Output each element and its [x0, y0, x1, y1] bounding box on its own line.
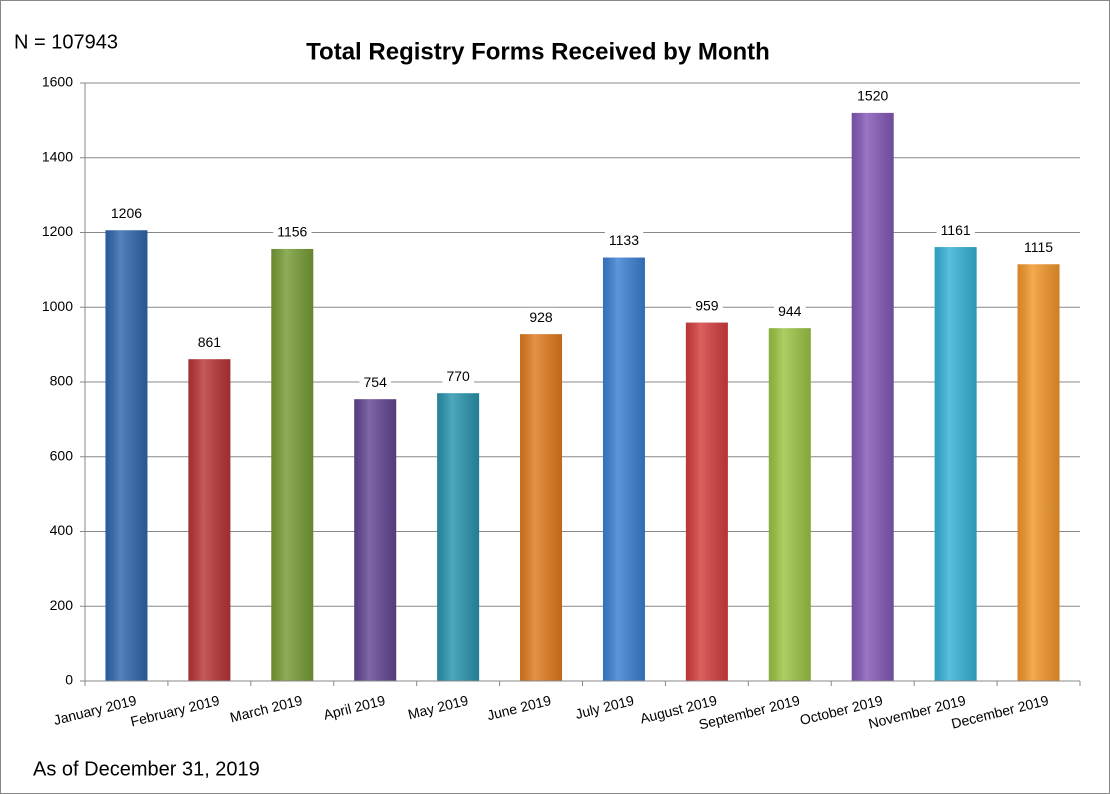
bar-shading	[602, 257, 645, 681]
y-tick-label: 800	[50, 373, 74, 389]
bar-shading	[934, 247, 977, 682]
annotation: As of December 31, 2019	[33, 758, 260, 780]
data-label-background	[273, 222, 312, 241]
bar-shading	[851, 112, 894, 681]
data-label-background	[604, 231, 644, 250]
data-label: 928	[529, 309, 553, 325]
bar-shading	[1017, 264, 1060, 681]
data-label: 754	[364, 374, 388, 390]
bar-shading	[768, 328, 811, 681]
data-label: 1133	[609, 232, 639, 248]
data-label: 1520	[857, 88, 888, 104]
data-label-background	[525, 307, 557, 326]
y-tick-label: 1200	[42, 223, 73, 239]
y-tick-label: 0	[65, 672, 73, 688]
data-label-background	[1020, 237, 1058, 256]
bar-shading	[354, 399, 397, 681]
data-label-background	[359, 372, 392, 391]
data-label: 1206	[111, 205, 142, 221]
data-label: 861	[198, 334, 222, 350]
data-label-background	[691, 296, 723, 315]
y-tick-label: 1000	[42, 298, 73, 314]
y-tick-label: 1600	[42, 74, 73, 90]
data-label-background	[442, 366, 475, 385]
bar-shading	[105, 230, 148, 681]
data-label: 1161	[941, 222, 971, 238]
data-label-background	[193, 332, 226, 351]
y-tick-label: 600	[50, 447, 74, 463]
bar-shading	[271, 248, 314, 681]
y-tick-label: 400	[50, 522, 74, 538]
data-label-background	[106, 203, 147, 222]
bar-shading	[437, 393, 480, 681]
y-tick-label: 1400	[42, 148, 73, 164]
chart-title: Total Registry Forms Received by Month	[306, 38, 770, 65]
data-label: 959	[695, 297, 719, 313]
y-tick-label: 200	[50, 597, 74, 613]
data-label-background	[853, 86, 893, 105]
data-label-background	[936, 220, 975, 239]
bar-shading	[520, 334, 563, 681]
data-label: 944	[778, 303, 802, 319]
data-label: 1156	[277, 224, 307, 240]
bar-shading	[188, 359, 231, 681]
data-label: 1115	[1024, 239, 1053, 255]
data-label-background	[774, 301, 806, 320]
annotation: N = 107943	[14, 31, 118, 53]
bar-shading	[685, 322, 728, 681]
data-label: 770	[446, 368, 470, 384]
